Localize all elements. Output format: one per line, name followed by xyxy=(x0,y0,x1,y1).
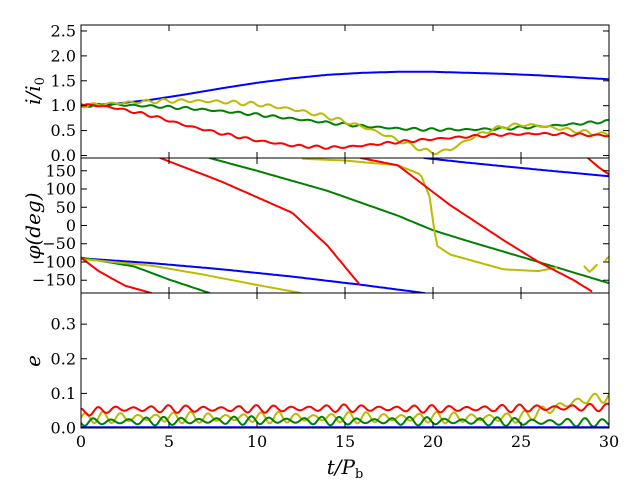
phase-series-3-line-part-3 xyxy=(586,158,609,176)
inclination-ytick-label: 1.0 xyxy=(51,96,76,115)
inclination-series-0-line xyxy=(81,70,609,107)
inclination-series-2-line xyxy=(81,98,609,156)
inclination-axis-label: i/i0 xyxy=(21,77,48,105)
inclination-ytick-label: 2.5 xyxy=(51,21,76,40)
eccentricity-series-0-line xyxy=(81,392,609,425)
phase-series-2-line-part-2 xyxy=(583,263,598,273)
phase-series-0-line-part-1 xyxy=(423,158,609,178)
phase-series-3-line-part-0 xyxy=(81,256,153,293)
eccentricity-axis-label: e xyxy=(21,355,45,367)
phase-series-2-line-part-1 xyxy=(301,158,558,273)
eccentricity-ytick-label: 0.0 xyxy=(51,419,76,438)
x-tick-label: 5 xyxy=(164,432,174,451)
inclination-ytick-label: 0.5 xyxy=(51,121,76,140)
inclination-ytick-label: 1.5 xyxy=(51,71,76,90)
inclination-ytick-label: 0.0 xyxy=(51,146,76,165)
phase-axis-label: φ(deg) xyxy=(21,192,45,259)
eccentricity-series-1-line xyxy=(81,402,609,417)
phase-series-2-line-part-0 xyxy=(81,258,302,293)
phase-ytick-label: −50 xyxy=(42,234,76,253)
phase-series-0-line-part-0 xyxy=(81,257,426,293)
phase-ytick-label: 100 xyxy=(45,180,76,199)
phase-ytick-label: 150 xyxy=(45,161,76,180)
x-tick-label: 15 xyxy=(335,432,355,451)
phase-series-3-line-part-2 xyxy=(359,158,593,293)
phase-series-1-line-part-1 xyxy=(208,158,609,285)
phase-ytick-label: −150 xyxy=(32,271,76,290)
x-tick-label: 20 xyxy=(423,432,443,451)
x-tick-labels: 0 5 10 15 20 25 30 xyxy=(76,432,619,451)
inclination-series-group xyxy=(81,70,609,156)
phase-ytick-label: 0 xyxy=(66,216,76,235)
eccentricity-panel: 0.0 0.1 0.2 0.3 xyxy=(51,292,610,438)
x-tick-label: 30 xyxy=(599,432,619,451)
phase-frame xyxy=(80,157,610,294)
eccentricity-frame xyxy=(80,292,610,429)
eccentricity-ytick-label: 0.3 xyxy=(51,315,76,334)
phase-ytick-label: −100 xyxy=(32,252,76,271)
eccentricity-ytick-label: 0.2 xyxy=(51,349,76,368)
inclination-ytick-label: 2.0 xyxy=(51,46,76,65)
x-axis-label: t/Pb xyxy=(327,455,364,480)
inclination-panel: 0.0 0.5 1.0 1.5 2.0 2.5 xyxy=(51,21,610,165)
inclination-frame xyxy=(80,24,610,159)
eccentricity-ytick-label: 0.1 xyxy=(51,384,76,403)
phase-series-3-line-part-1 xyxy=(159,158,361,285)
x-tick-label: 0 xyxy=(76,432,86,451)
phase-ytick-label: 50 xyxy=(56,198,76,217)
phase-series-group xyxy=(81,158,609,293)
phase-series-2-line-part-3 xyxy=(604,255,609,262)
x-tick-label: 10 xyxy=(247,432,267,451)
x-tick-label: 25 xyxy=(511,432,531,451)
inclination-series-3-line xyxy=(81,103,609,150)
